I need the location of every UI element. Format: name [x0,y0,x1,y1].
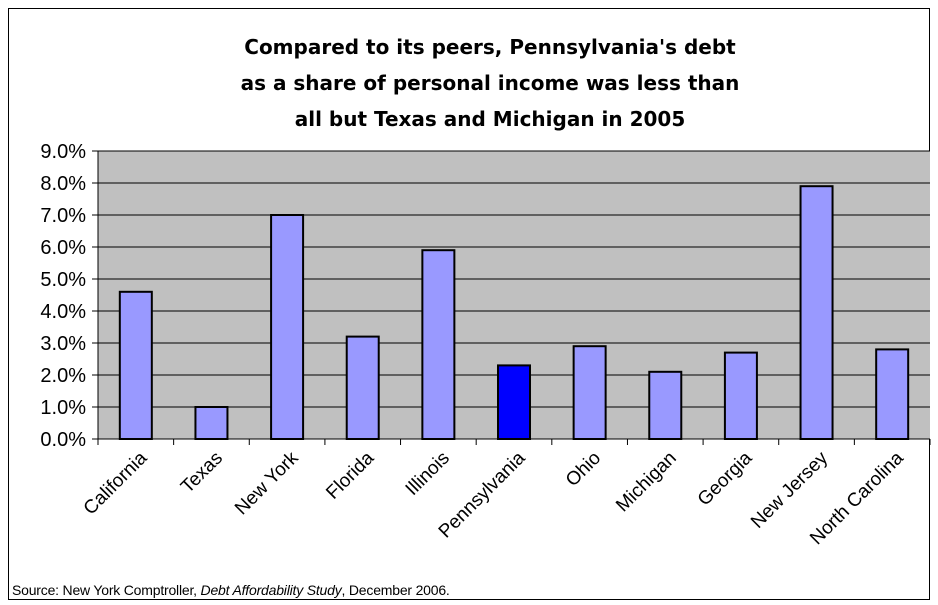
category-label: New York [231,447,303,519]
y-tick-label: 9.0% [40,141,86,163]
bar-florida [345,335,380,441]
bar-michigan [648,370,683,440]
bar-new-york [270,214,305,440]
gridlines [98,150,930,408]
category-label: Florida [322,447,378,503]
source-study-title: Debt Affordability Study [200,582,342,598]
category-label: California [80,447,152,519]
y-tick-label: 4.0% [40,301,86,323]
bar-new-jersey [799,185,834,440]
category-label: Texas [177,448,227,498]
y-tick-label: 2.0% [40,365,86,387]
category-label: Illinois [402,448,454,500]
source-note: Source: New York Comptroller, Debt Affor… [12,582,450,598]
y-tick-label: 5.0% [40,269,86,291]
bar-illinois [421,249,456,440]
chart-title-line-2: as a share of personal income was less t… [241,71,740,95]
chart-title-line-1: Compared to its peers, Pennsylvania's de… [244,35,736,59]
y-tick-label: 0.0% [40,429,86,451]
y-tick-label: 6.0% [40,237,86,259]
source-prefix: Source: New York Comptroller, [12,582,201,598]
category-label: Ohio [562,448,605,491]
y-tick-label: 8.0% [40,173,86,195]
chart-title-line-3: all but Texas and Michigan in 2005 [295,107,686,131]
x-axis-tick-marks [97,439,931,445]
bar-georgia [723,351,758,441]
bar-california [118,290,153,440]
bars [118,185,910,441]
category-label: Georgia [694,447,757,510]
bar-ohio [572,345,607,441]
y-tick-label: 3.0% [40,333,86,355]
x-axis-category-labels: California Texas New York Florida IllinoisPe… [80,447,908,549]
category-label: Michigan [612,448,681,517]
bar-texas [194,406,229,440]
source-suffix: , December 2006. [341,582,450,598]
y-tick-label: 7.0% [40,205,86,227]
y-axis-tick-labels: 0.0% 1.0% 2.0% 3.0% 4.0% 5.0% 6.0% 7.0% 8.0% 9.0% [40,141,98,451]
bar-north-carolina [875,348,910,440]
bar-pennsylvania [497,364,531,440]
y-tick-label: 1.0% [40,397,86,419]
